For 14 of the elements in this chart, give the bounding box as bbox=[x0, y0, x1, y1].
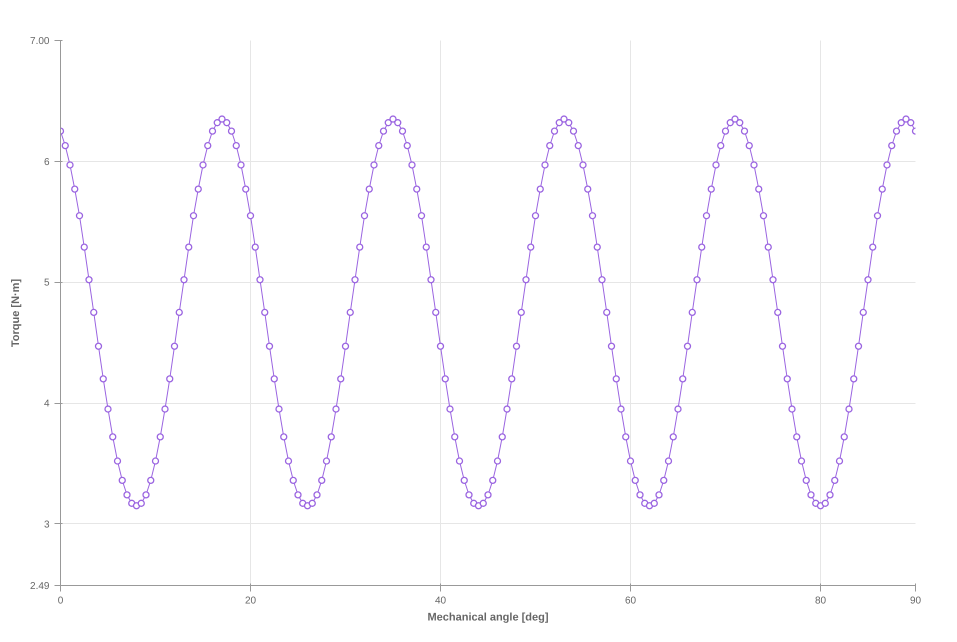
x-tick-label: 90 bbox=[910, 596, 922, 606]
y-axis-title: Torque [N·m] bbox=[10, 278, 22, 348]
y-tick-label: 4 bbox=[44, 398, 50, 410]
x-tick-label: 40 bbox=[434, 596, 446, 606]
x-axis-title: Mechanical angle [deg] bbox=[427, 612, 549, 624]
x-tick-label: 0 bbox=[58, 596, 64, 606]
x-tick-label: 20 bbox=[244, 596, 256, 606]
x-tick-label: 80 bbox=[814, 596, 826, 606]
y-tick-label: 5 bbox=[44, 278, 50, 289]
y-tick-label: 6 bbox=[44, 156, 50, 168]
x-tick-label: 60 bbox=[624, 596, 636, 606]
y-tick-label: 2.49 bbox=[30, 581, 50, 592]
y-tick-label: 7.00 bbox=[30, 36, 50, 47]
y-tick-label: 3 bbox=[44, 519, 50, 530]
